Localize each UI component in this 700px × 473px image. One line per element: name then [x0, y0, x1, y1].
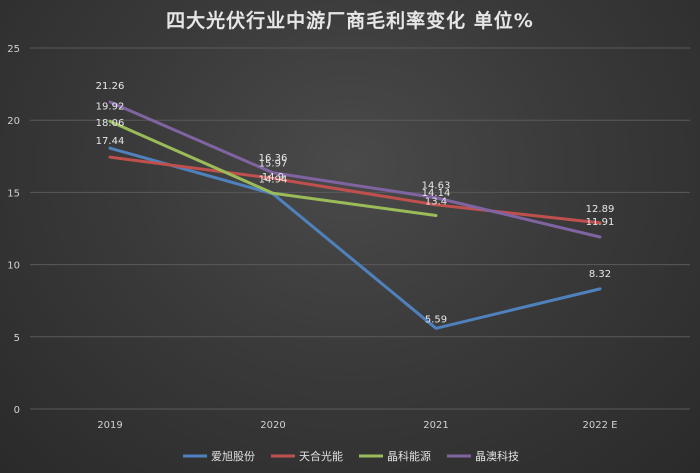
x-tick-label: 2021 [423, 420, 448, 431]
x-tick-label: 2022 E [583, 420, 618, 431]
x-tick-label: 2019 [97, 420, 122, 431]
data-label: 19.92 [96, 101, 125, 112]
data-label: 14.9 [262, 172, 284, 183]
series-line [108, 146, 602, 330]
data-label: 17.44 [96, 136, 125, 147]
series-line [108, 100, 602, 239]
data-label: 14.63 [422, 181, 451, 192]
x-tick-label: 2020 [260, 420, 285, 431]
data-label: 11.91 [586, 217, 615, 228]
legend-label: 天合光能 [299, 449, 343, 463]
data-label: 8.32 [589, 269, 611, 280]
data-label: 21.26 [96, 81, 125, 92]
y-tick-label: 20 [7, 116, 20, 127]
data-label: 13.4 [425, 197, 447, 208]
series-line [108, 119, 438, 218]
y-tick-label: 25 [7, 44, 20, 55]
legend-label: 晶澳科技 [475, 449, 519, 463]
series-line [108, 155, 602, 225]
y-tick-label: 5 [14, 333, 20, 344]
data-label: 16.36 [259, 153, 288, 164]
y-tick-label: 15 [7, 188, 20, 199]
data-label: 12.89 [586, 204, 615, 215]
data-label: 5.59 [425, 314, 447, 325]
data-label: 14.14 [422, 188, 451, 199]
data-label: 15.97 [259, 158, 288, 169]
y-tick-label: 0 [14, 405, 20, 416]
legend-label: 晶科能源 [387, 449, 431, 463]
chart-title: 四大光伏行业中游厂商毛利率变化 单位% [166, 10, 534, 32]
data-label: 18.06 [96, 118, 125, 129]
data-label: 14.94 [259, 174, 288, 185]
legend-label: 爱旭股份 [211, 449, 255, 463]
y-tick-label: 10 [7, 261, 20, 272]
